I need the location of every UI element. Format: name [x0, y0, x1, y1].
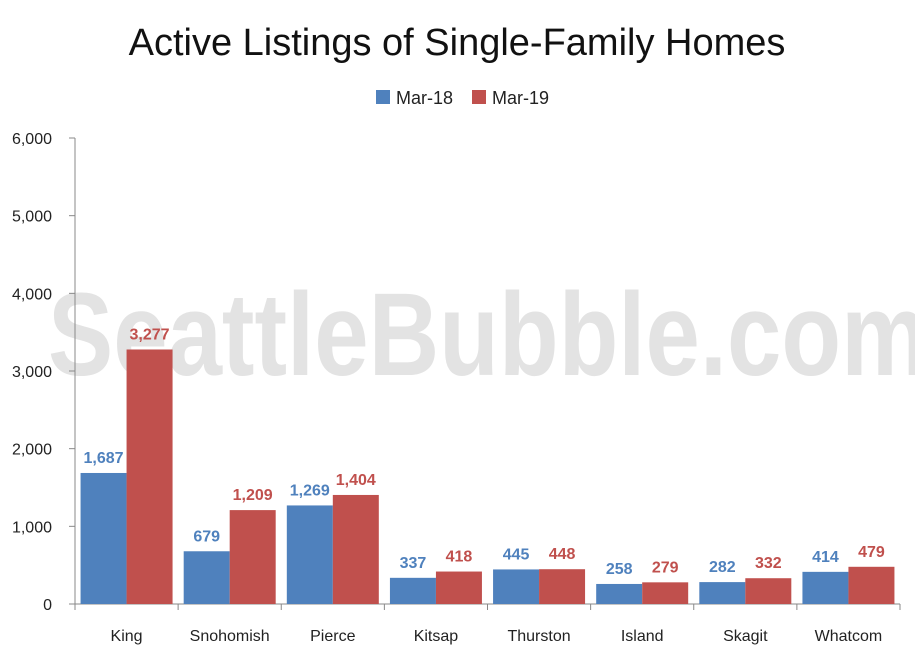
x-tick-label: Whatcom [815, 628, 883, 645]
bar-mar-18-whatcom [802, 571, 849, 604]
bar-mar-19-snohomish [229, 510, 276, 604]
y-tick-label: 3,000 [12, 364, 52, 381]
y-tick-label: 1,000 [12, 519, 52, 536]
bar-mar-19-kitsap [435, 571, 482, 604]
x-tick-label: Kitsap [414, 628, 459, 645]
data-label: 1,404 [336, 472, 376, 489]
data-label: 418 [446, 549, 473, 566]
data-label: 279 [652, 559, 679, 576]
data-label: 445 [503, 546, 530, 563]
bar-mar-19-thurston [539, 569, 586, 604]
bar-mar-19-whatcom [848, 566, 895, 604]
data-label: 332 [755, 555, 782, 572]
y-tick-label: 0 [43, 597, 52, 614]
y-tick-label: 2,000 [12, 442, 52, 459]
bar-mar-18-kitsap [389, 577, 436, 604]
data-label: 258 [606, 561, 633, 578]
data-label: 1,209 [233, 487, 273, 504]
y-tick-label: 4,000 [12, 286, 52, 303]
bar-mar-18-thurston [493, 569, 540, 604]
bar-mar-19-king [126, 349, 173, 604]
data-label: 1,687 [84, 450, 124, 467]
bar-mar-18-snohomish [183, 551, 230, 604]
x-tick-label: Snohomish [190, 628, 270, 645]
legend-swatch-mar-19 [472, 90, 486, 104]
value-labels: 1,687 3,277 679 1,209 1,269 1,404 337 418 445 448… [84, 326, 885, 577]
legend-swatch-mar-18 [376, 90, 390, 104]
data-label: 679 [193, 528, 220, 545]
watermark: SeattleBubble.com [48, 269, 915, 401]
bar-mar-18-island [596, 583, 643, 604]
bar-mar-18-skagit [699, 582, 746, 604]
data-label: 479 [858, 544, 885, 561]
x-tick-label: Skagit [723, 628, 768, 645]
legend-label: Mar-19 [492, 88, 549, 108]
data-label: 3,277 [130, 326, 170, 343]
bar-mar-18-pierce [286, 505, 333, 604]
data-label: 414 [812, 549, 839, 566]
x-tick-label: Thurston [507, 628, 570, 645]
bar-mar-19-pierce [332, 494, 379, 604]
chart-title: Active Listings of Single-Family Homes [129, 22, 786, 64]
bar-mar-19-island [642, 582, 689, 604]
y-tick-label: 6,000 [12, 131, 52, 148]
bar-mar-18-king [80, 472, 127, 604]
data-label: 337 [400, 555, 427, 572]
data-label: 448 [549, 546, 576, 563]
bar-mar-19-skagit [745, 578, 792, 604]
legend-label: Mar-18 [396, 88, 453, 108]
data-label: 1,269 [290, 482, 330, 499]
x-tick-label: Pierce [310, 628, 355, 645]
x-tick-label: King [111, 628, 143, 645]
y-tick-label: 5,000 [12, 209, 52, 226]
axes: 0 1,000 2,000 3,000 4,000 5,000 6,000 King Snoho… [12, 131, 901, 645]
legend: Mar-18 Mar-19 [376, 88, 549, 108]
data-label: 282 [709, 559, 736, 576]
bars [80, 349, 895, 604]
x-tick-label: Island [621, 628, 664, 645]
